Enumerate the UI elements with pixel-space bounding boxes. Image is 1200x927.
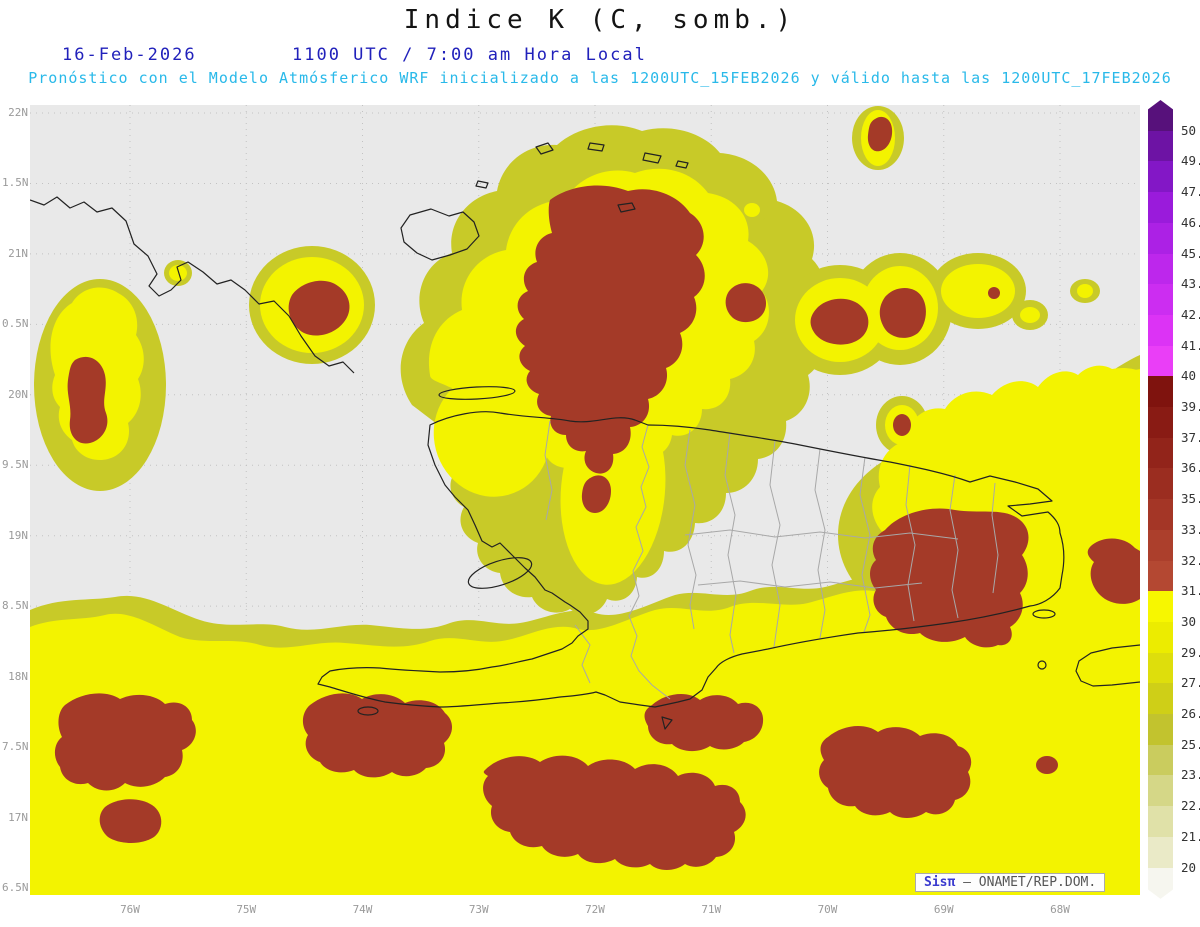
lat-tick-label: 0.5N — [2, 317, 29, 331]
colorbar-segment — [1148, 468, 1173, 500]
lon-tick-label: 69W — [933, 903, 954, 916]
colorbar-label: 29.1 — [1181, 644, 1200, 660]
vache-island — [357, 706, 379, 716]
lon-tick-label: 72W — [585, 903, 605, 916]
colorbar-label: 21.3 — [1181, 828, 1200, 844]
colorbar: 50 49.1 47.8 46.5 45.2 43.9 42.6 41.3 40 39.1 37.8… — [1148, 0, 1200, 927]
colorbar-segment — [1148, 744, 1173, 777]
saona-island — [1032, 609, 1056, 619]
page-title: Indice K (C, somb.) — [403, 5, 797, 35]
colorbar-segment — [1148, 100, 1173, 132]
map-area — [30, 105, 1140, 895]
hispaniola-coastline — [317, 411, 1065, 708]
colorbar-segment — [1148, 652, 1173, 684]
lat-tick-label: 19N — [8, 528, 28, 542]
lat-tick-label: 22N — [8, 106, 28, 119]
lon-tick-label: 71W — [701, 903, 722, 916]
colorbar-segment — [1148, 806, 1173, 838]
colorbar-label: 26.5 — [1181, 706, 1200, 721]
map-svg — [30, 105, 1140, 895]
colorbar-segment — [1148, 284, 1173, 316]
colorbar-segment — [1148, 130, 1173, 163]
colorbar-label: 42.6 — [1181, 306, 1200, 322]
lat-tick-label: 7.5N — [2, 740, 29, 754]
tortuga-island — [438, 386, 516, 400]
colorbar-label: 20 — [1181, 859, 1197, 875]
colorbar-label: 22.6 — [1181, 798, 1200, 814]
contour-red — [54, 116, 1140, 870]
colorbar-segment — [1148, 376, 1173, 408]
cuba-coastline — [30, 196, 355, 374]
forecast-subtitle: Pronóstico con el Modelo Atmósferico WRF… — [28, 69, 1172, 87]
colorbar-label: 32.6 — [1181, 552, 1200, 568]
colorbar-segment — [1148, 253, 1173, 285]
colorbar-label: 37.8 — [1181, 429, 1200, 445]
lat-tick-label: 9.5N — [2, 458, 29, 472]
colorbar-segment — [1148, 714, 1173, 746]
colorbar-segment — [1148, 621, 1173, 654]
lon-tick-label: 73W — [468, 903, 489, 916]
forecast-time: 1100 UTC / 7:00 am Hora Local — [292, 45, 647, 65]
colorbar-label: 47.8 — [1181, 184, 1200, 200]
colorbar-label: 31.3 — [1181, 583, 1200, 599]
colorbar-label: 46.5 — [1181, 214, 1200, 230]
lon-tick-label: 70W — [817, 903, 838, 916]
colorbar-label: 41.3 — [1181, 337, 1200, 353]
lat-tick-label: 21N — [8, 246, 28, 260]
gonave-island — [467, 557, 533, 589]
colorbar-segment — [1148, 560, 1173, 592]
bahamas-islets — [475, 142, 689, 213]
colorbar-label: 36.5 — [1181, 460, 1200, 476]
colorbar-segment — [1148, 314, 1173, 347]
coastlines — [30, 142, 1140, 730]
colorbar-label: 27.8 — [1181, 675, 1200, 691]
colorbar-label: 35.2 — [1181, 491, 1200, 507]
colorbar-label: 39.1 — [1181, 399, 1200, 414]
lon-tick-label: 68W — [1050, 903, 1070, 916]
colorbar-segment — [1148, 345, 1173, 377]
watermark: Sisπ — ONAMET/REP.DOM. — [915, 873, 1106, 892]
colorbar-segment — [1148, 775, 1173, 807]
lon-tick-label: 76W — [120, 903, 140, 916]
lon-tick-label: 75W — [236, 903, 257, 916]
lat-tick-label: 8.5N — [2, 599, 29, 613]
mona-island — [1037, 660, 1047, 670]
colorbar-segment — [1148, 591, 1173, 623]
colorbar-label: 49.1 — [1181, 153, 1200, 169]
beata-island — [661, 716, 673, 730]
inagua-island — [400, 208, 480, 261]
forecast-date: 16-Feb-2026 — [62, 45, 197, 65]
colorbar-label: 30 — [1181, 613, 1197, 629]
colorbar-label: 23.9 — [1181, 767, 1200, 783]
colorbar-segment — [1148, 867, 1173, 899]
province-borders — [544, 420, 999, 700]
colorbar-segment — [1148, 499, 1173, 531]
colorbar-label: 43.9 — [1181, 276, 1200, 292]
colorbar-label: 40 — [1181, 368, 1197, 384]
lat-tick-label: 17N — [8, 810, 28, 824]
colorbar-segment — [1148, 192, 1173, 224]
colorbar-segment — [1148, 529, 1173, 562]
colorbar-label: 50 — [1181, 122, 1197, 138]
colorbar-segment — [1148, 683, 1173, 715]
colorbar-label: 45.2 — [1181, 245, 1200, 261]
colorbar-segment — [1148, 222, 1173, 255]
lat-tick-label: 1.5N — [2, 176, 29, 190]
colorbar-segment — [1148, 161, 1173, 193]
colorbar-label: 25.2 — [1181, 736, 1200, 752]
colorbar-segment — [1148, 836, 1173, 869]
lon-tick-label: 74W — [352, 903, 373, 916]
sispi-logo: Sisπ — [924, 875, 956, 890]
colorbar-label: 33.9 — [1181, 521, 1200, 537]
colorbar-segment — [1148, 407, 1173, 439]
watermark-org: — ONAMET/REP.DOM. — [963, 875, 1097, 890]
lat-tick-label: 18N — [8, 669, 28, 683]
lat-tick-label: 20N — [8, 387, 28, 401]
lat-tick-label: 6.5N — [2, 880, 29, 894]
colorbar-segment — [1148, 437, 1173, 470]
puerto-rico-coastline — [1075, 644, 1140, 687]
